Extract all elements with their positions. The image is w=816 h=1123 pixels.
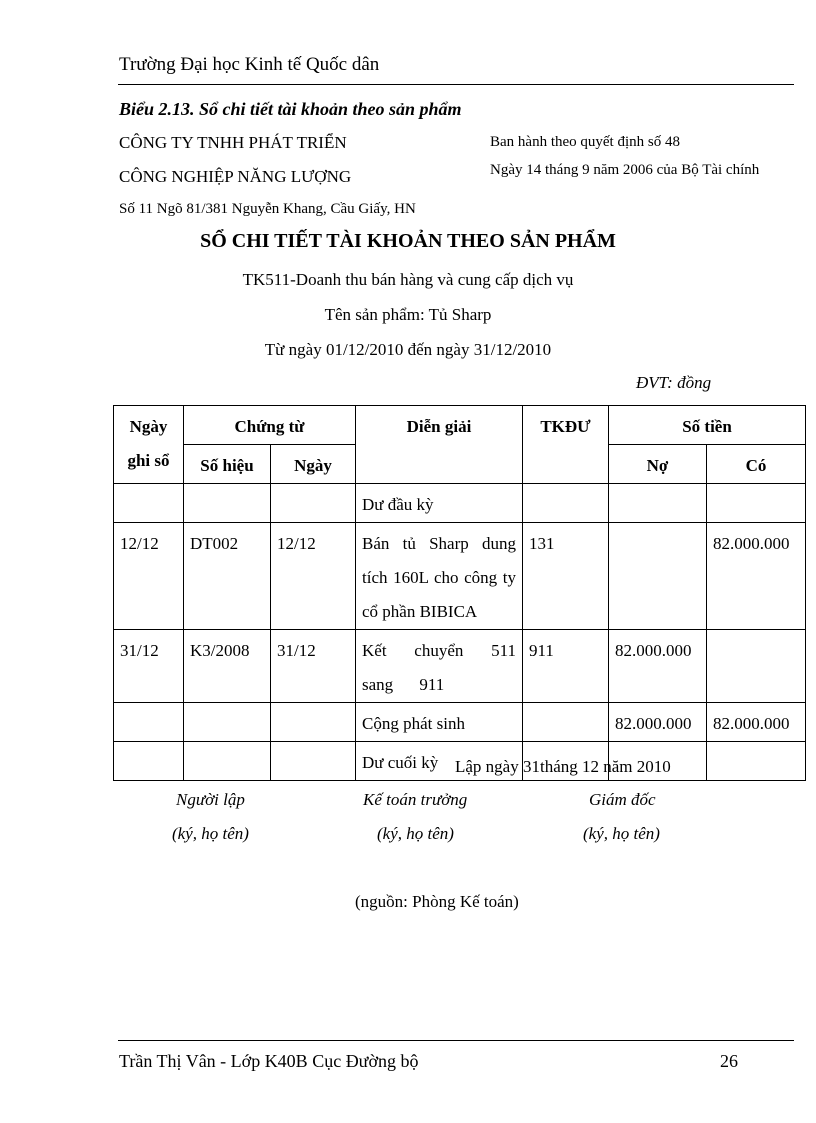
signature-note-preparer: (ký, họ tên) (172, 824, 249, 843)
regulation-line1: Ban hành theo quyết định số 48 (490, 134, 680, 150)
cell-ngay: 31/12 (270, 629, 356, 703)
cell-co (706, 483, 806, 523)
table-row: 31/12 K3/2008 31/12 Kết chuyển 511 sang 911… (113, 629, 806, 703)
cell-dien-giai: Kết chuyển 511 sang 911 (355, 629, 523, 703)
cell-dien-giai: Cộng phát sinh (355, 702, 523, 742)
table-row: Dư cuối kỳ (113, 741, 806, 781)
header-dien-giai: Diễn giải (355, 405, 523, 484)
table-row: Cộng phát sinh 82.000.000 82.000.000 (113, 702, 806, 742)
cell-tkdu: 131 (522, 522, 609, 630)
cell-so-hieu: K3/2008 (183, 629, 271, 703)
table-row: Dư đầu kỳ (113, 483, 806, 523)
ledger-table: Ngày ghi sổ Chứng từ Diễn giải TKĐƯ Số ti… (113, 405, 806, 781)
cell-ngay-ghi-so (113, 702, 184, 742)
source-note: (nguồn: Phòng Kế toán) (355, 892, 519, 911)
cell-so-hieu: DT002 (183, 522, 271, 630)
header-ngay: Ngày (270, 444, 356, 484)
period-line: Từ ngày 01/12/2010 đến ngày 31/12/2010 (264, 340, 552, 359)
cell-no (608, 483, 707, 523)
header-school: Trường Đại học Kinh tế Quốc dân (119, 54, 380, 75)
product-line: Tên sản phẩm: Tủ Sharp (324, 305, 492, 324)
header-so-tien: Số tiền (608, 405, 806, 445)
cell-tkdu (522, 483, 609, 523)
footer-divider (118, 1040, 794, 1041)
cell-ngay-ghi-so: 31/12 (113, 629, 184, 703)
cell-tkdu: 911 (522, 629, 609, 703)
signature-note-chief-accountant: (ký, họ tên) (377, 824, 454, 843)
signature-role-director: Giám đốc (589, 790, 656, 809)
header-ngay-ghi-so: Ngày ghi sổ (113, 405, 184, 484)
signature-role-chief-accountant: Kế toán trưởng (363, 790, 468, 809)
cell-no: 82.000.000 (608, 629, 707, 703)
cell-ngay: 12/12 (270, 522, 356, 630)
cell-ngay (270, 702, 356, 742)
company-address: Số 11 Ngõ 81/381 Nguyễn Khang, Cầu Giấy,… (119, 201, 416, 217)
cell-so-hieu (183, 702, 271, 742)
page-number: 26 (720, 1051, 738, 1071)
cell-ngay (270, 483, 356, 523)
regulation-line2: Ngày 14 tháng 9 năm 2006 của Bộ Tài chín… (490, 162, 760, 178)
cell-so-hieu (183, 483, 271, 523)
cell-no: 82.000.000 (608, 702, 707, 742)
cell-tkdu (522, 702, 609, 742)
signature-role-preparer: Người lập (176, 790, 245, 809)
cell-no (608, 741, 707, 781)
table-row: 12/12 DT002 12/12 Bán tủ Sharp dung tích 16… (113, 522, 806, 630)
header-so-hieu: Số hiệu (183, 444, 271, 484)
cell-ngay-ghi-so (113, 741, 184, 781)
company-line1: CÔNG TY TNHH PHÁT TRIỂN (119, 133, 347, 152)
account-line: TK511-Doanh thu bán hàng và cung cấp dịc… (242, 270, 574, 289)
unit-label: ĐVT: đồng (636, 373, 712, 392)
ledger-title: SỔ CHI TIẾT TÀI KHOẢN THEO SẢN PHẨM (200, 230, 616, 252)
cell-so-hieu (183, 741, 271, 781)
cell-ngay-ghi-so: 12/12 (113, 522, 184, 630)
header-chung-tu: Chứng từ (183, 405, 356, 445)
company-line2: CÔNG NGHIỆP NĂNG LƯỢNG (119, 167, 352, 186)
header-divider (118, 84, 794, 85)
cell-co (706, 741, 806, 781)
header-tkdu: TKĐƯ (522, 405, 609, 484)
cell-co (706, 629, 806, 703)
cell-dien-giai: Bán tủ Sharp dung tích 160L cho công ty … (355, 522, 523, 630)
cell-no (608, 522, 707, 630)
caption: Biểu 2.13. Sổ chi tiết tài khoản theo sả… (119, 99, 462, 119)
signature-note-director: (ký, họ tên) (583, 824, 660, 843)
cell-ngay (270, 741, 356, 781)
footer-author: Trần Thị Vân - Lớp K40B Cục Đường bộ (119, 1051, 419, 1071)
header-co: Có (706, 444, 806, 484)
cell-co: 82.000.000 (706, 702, 806, 742)
date-line: Lập ngày 31tháng 12 năm 2010 (455, 757, 671, 776)
cell-tkdu (522, 741, 609, 781)
cell-dien-giai: Dư đầu kỳ (355, 483, 523, 523)
cell-ngay-ghi-so (113, 483, 184, 523)
header-no: Nợ (608, 444, 707, 484)
cell-co: 82.000.000 (706, 522, 806, 630)
